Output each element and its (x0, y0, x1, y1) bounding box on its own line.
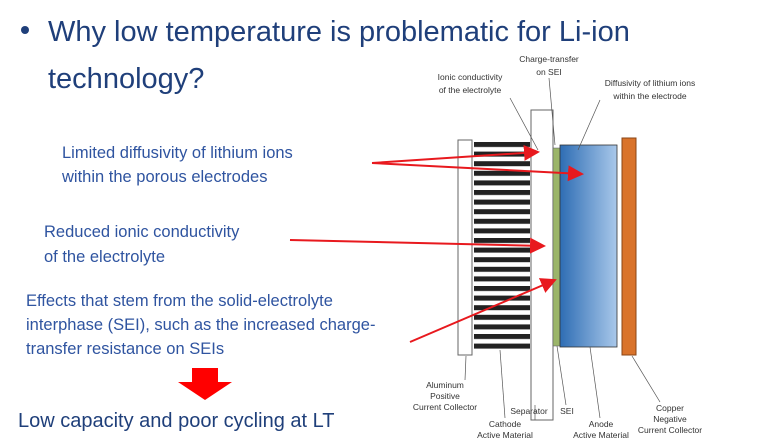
diagram-label: of the electrolyte (439, 85, 502, 95)
bullet (21, 26, 29, 34)
callout-line: interphase (SEI), such as the increased … (26, 316, 375, 334)
callout-line: Limited diffusivity of lithium ions (62, 144, 293, 162)
diagram-label: Diffusivity of lithium ions (605, 78, 696, 88)
aluminum-collector (457, 139, 473, 356)
diagram-label: Anode (589, 419, 614, 429)
callout-line: Effects that stem from the solid-electro… (26, 292, 333, 310)
diagram-label: Aluminum (426, 380, 464, 390)
diagram-label: Current Collector (638, 425, 702, 435)
diagram-label: Cathode (489, 419, 521, 429)
callout-line: of the electrolyte (44, 248, 165, 266)
separator (530, 109, 554, 421)
pointer-arrows (289, 144, 584, 343)
diagram-label: within the electrode (612, 91, 687, 101)
diagram-label: Charge-transfer (519, 54, 579, 64)
conclusion: Low capacity and poor cycling at LT (18, 410, 334, 432)
diagram-label: SEI (560, 406, 574, 416)
diagram-label: Ionic conductivity (438, 72, 503, 82)
leader-lines (464, 77, 661, 420)
copper-collector (621, 137, 637, 356)
diagram-label: Active Material (573, 430, 629, 440)
title-line: Why low temperature is problematic for L… (48, 16, 630, 48)
diagram-label: Negative (653, 414, 687, 424)
title-line: technology? (48, 63, 204, 95)
callout-line: Reduced ionic conductivity (44, 223, 240, 241)
diagram-label: Copper (656, 403, 684, 413)
callout-line: transfer resistance on SEIs (26, 340, 224, 358)
anode (559, 144, 618, 348)
sei (552, 147, 561, 347)
diagram-label: Active Material (477, 430, 533, 440)
diagram-label: Separator (510, 406, 547, 416)
down-arrow (178, 368, 232, 400)
diagram-label: on SEI (536, 67, 562, 77)
diagram-label: Current Collector (413, 402, 477, 412)
callout-line: within the porous electrodes (61, 168, 267, 186)
diagram-label: Positive (430, 391, 460, 401)
